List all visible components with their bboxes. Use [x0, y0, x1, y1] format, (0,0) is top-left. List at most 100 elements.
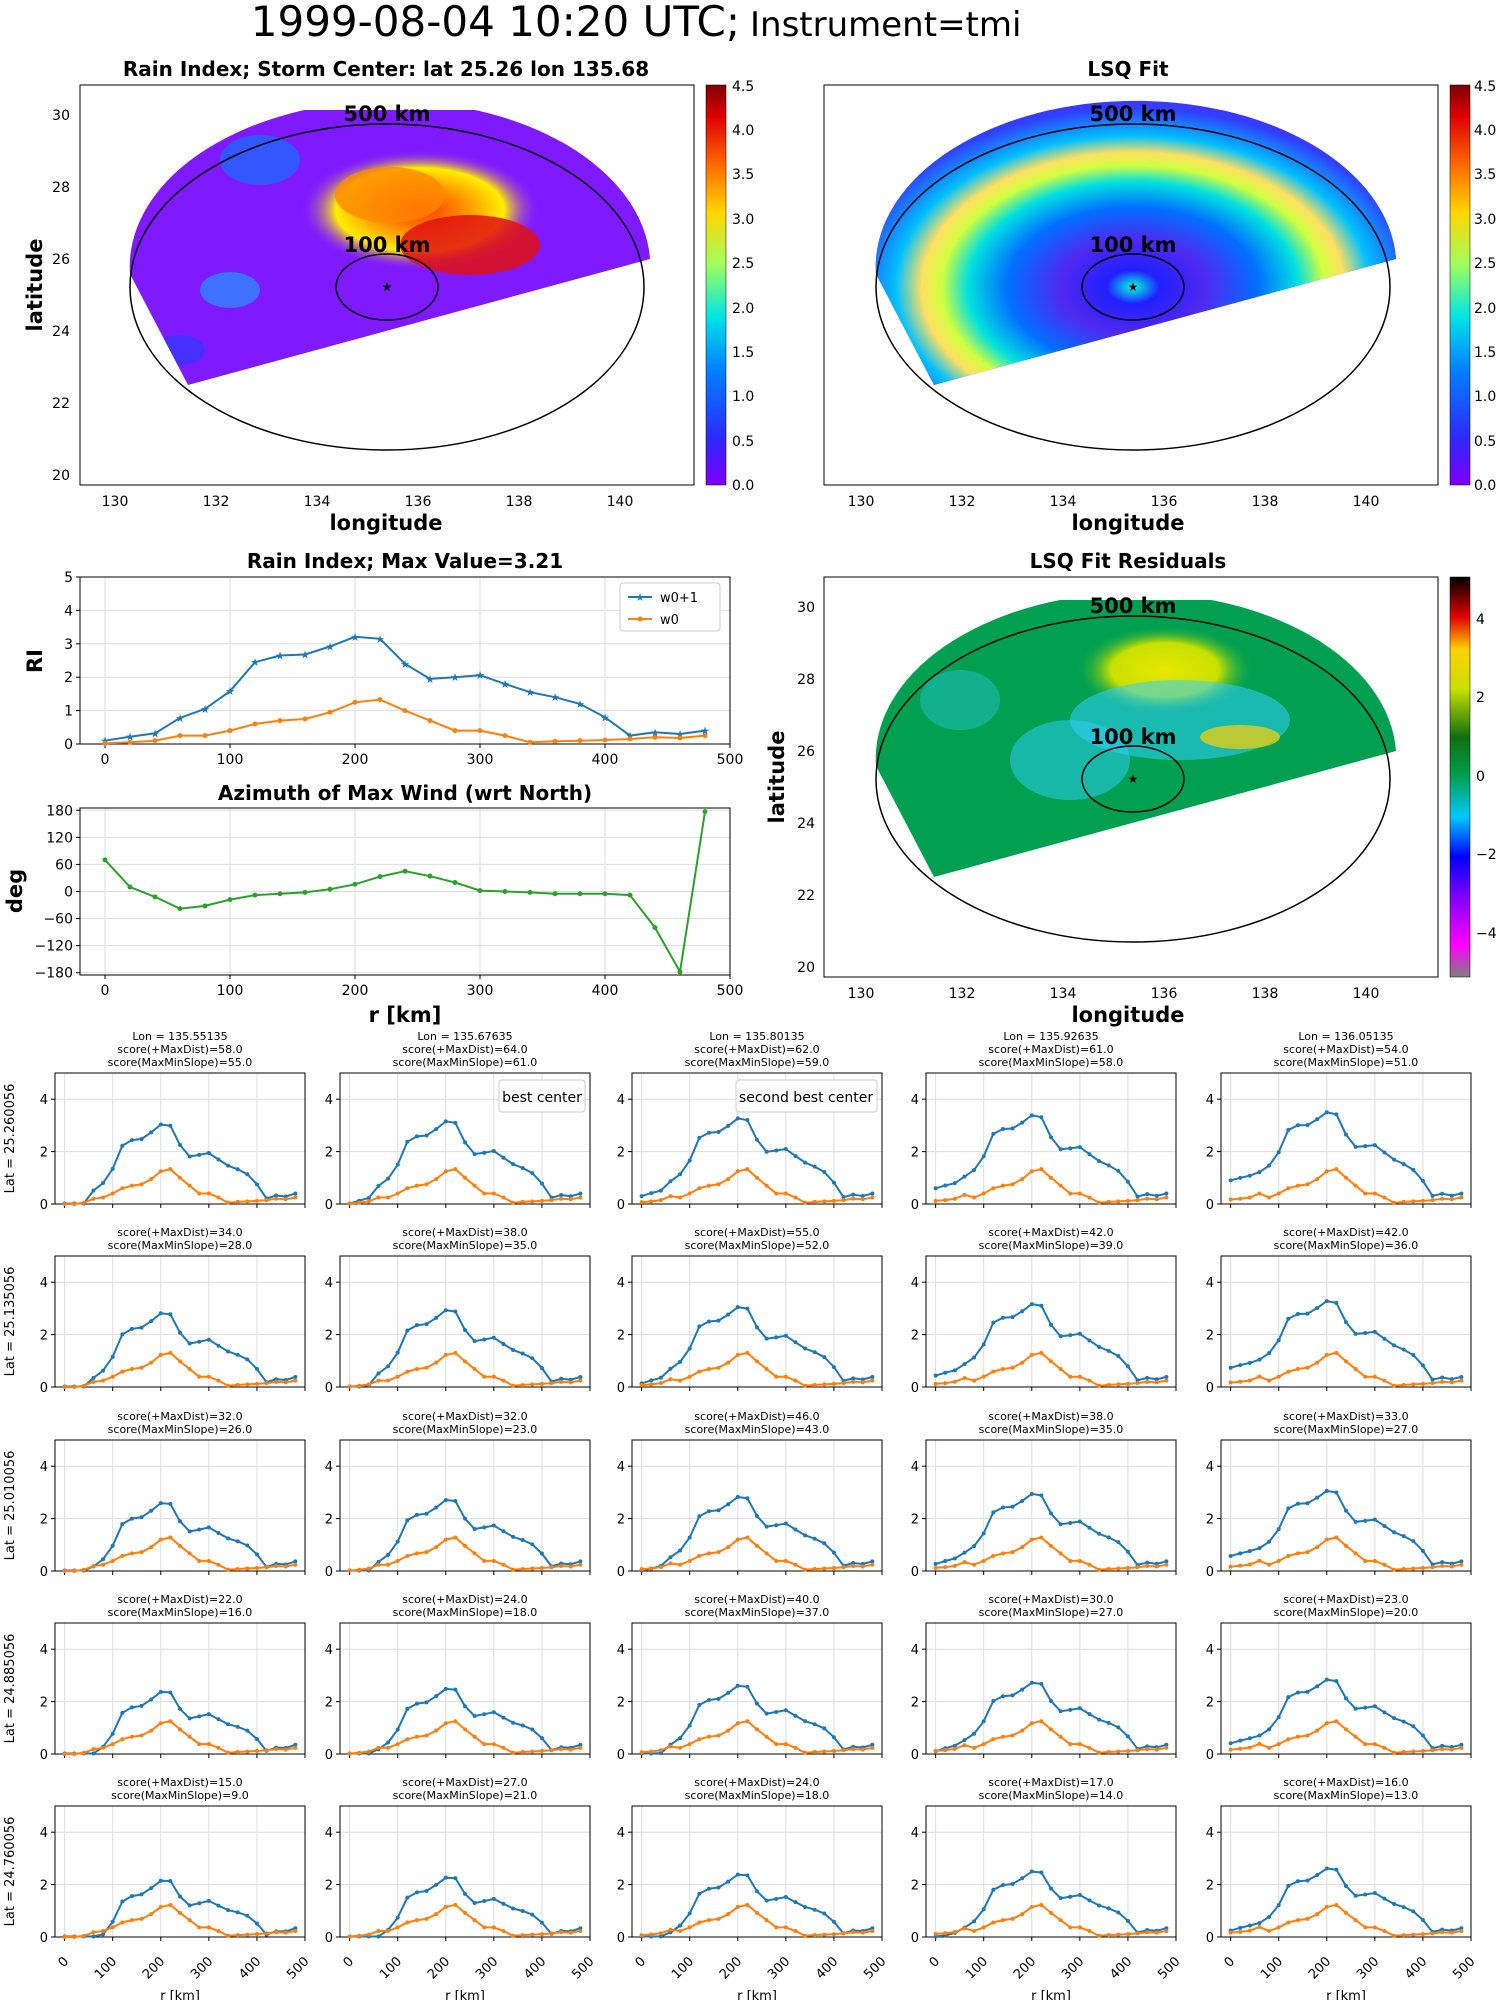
data-point: [549, 1198, 554, 1203]
data-point: [962, 1375, 967, 1380]
data-point: [1010, 1881, 1015, 1886]
data-point: [293, 1195, 298, 1200]
data-point: [482, 1337, 487, 1342]
data-point: [482, 1925, 487, 1930]
data-point: [783, 1191, 788, 1196]
data-point: [424, 1182, 429, 1187]
data-point: [139, 1137, 144, 1142]
data-point: [1145, 1192, 1150, 1197]
data-point: [1401, 1347, 1406, 1352]
series-line: [64, 1879, 296, 1938]
series-line: [1230, 1536, 1462, 1571]
line-plots: Rain Index; Max Value=3.210 100 200 300 400 5…: [3, 549, 1478, 2000]
ytick: 26: [52, 252, 70, 268]
axes-frame: [1220, 1439, 1472, 1572]
subplot-score-maxdist: score(+MaxDist)=64.0: [402, 1043, 527, 1056]
data-point: [1295, 1918, 1300, 1923]
data-point: [129, 1183, 134, 1188]
data-point: [668, 1744, 673, 1749]
data-point: [1363, 1374, 1368, 1379]
data-point: [559, 1379, 564, 1384]
x-tick-label: 200: [1011, 1954, 1039, 1982]
data-point: [870, 1195, 875, 1200]
data-point: ★: [675, 728, 685, 741]
data-point: [443, 1537, 448, 1542]
data-point: [981, 1342, 986, 1347]
data-point: [652, 925, 658, 931]
data-point: [1382, 1710, 1387, 1715]
y-tick-label: 4: [325, 1276, 333, 1291]
data-point: [687, 1723, 692, 1728]
data-point: [472, 1714, 477, 1719]
data-point: [178, 1894, 182, 1899]
subplot-xlabel: r [km]: [160, 1989, 200, 2000]
data-point: [327, 709, 333, 715]
data-point: [1029, 1904, 1034, 1909]
data-point: [774, 1335, 779, 1340]
data-point: [1106, 1348, 1111, 1353]
data-point: [386, 1176, 391, 1181]
data-point: [206, 1150, 211, 1155]
y-tick-label: 0: [40, 1748, 48, 1763]
data-point: [1039, 1115, 1044, 1120]
data-point: [1164, 1378, 1169, 1383]
data-point: [1392, 1567, 1397, 1572]
data-point: [1315, 1728, 1320, 1733]
y-tick-label: 2: [911, 1879, 919, 1894]
data-point: [101, 1181, 106, 1186]
data-point: [687, 1158, 692, 1163]
data-point: [774, 1710, 779, 1715]
data-point: [405, 1369, 410, 1374]
data-point: [1106, 1535, 1111, 1540]
data-point: [197, 1339, 202, 1344]
data-point: [168, 1167, 173, 1172]
data-point: [1077, 1925, 1082, 1930]
data-point: [424, 1133, 429, 1138]
data-point: [463, 1140, 467, 1145]
data-point: [530, 1542, 535, 1547]
series-line: [641, 1168, 873, 1204]
data-point: [1097, 1933, 1102, 1938]
data-point: [472, 1339, 477, 1344]
data-point: ★: [300, 648, 310, 661]
data-point: [1077, 1191, 1082, 1196]
data-point: [870, 1378, 875, 1383]
data-point: [1257, 1741, 1262, 1746]
data-point: [1420, 1733, 1425, 1738]
data-point: [783, 1333, 788, 1338]
data-point: [1106, 1906, 1111, 1911]
data-point: [216, 1562, 221, 1567]
data-point: [1267, 1745, 1272, 1750]
data-point: [1145, 1375, 1150, 1380]
subplot-score-maxminslope: score(MaxMinSlope)=18.0: [685, 1789, 830, 1802]
x-tick-label: 400: [1107, 1954, 1135, 1982]
data-point: [1315, 1684, 1320, 1689]
data-point: [1049, 1175, 1053, 1180]
data-point: [395, 1539, 400, 1544]
data-point: ★: [700, 725, 710, 738]
subplot-score-maxminslope: score(MaxMinSlope)=58.0: [979, 1056, 1124, 1069]
data-point: [783, 1558, 788, 1563]
data-point: [649, 1378, 654, 1383]
data-point: [402, 708, 408, 714]
data-point: [841, 1748, 846, 1753]
data-point: [1097, 1750, 1102, 1755]
data-point: [357, 1933, 362, 1938]
data-point: [129, 1705, 134, 1710]
data-point: [539, 1932, 544, 1937]
data-point: [1116, 1354, 1121, 1359]
series-line: [641, 1495, 873, 1572]
cbar-tick: 0: [1476, 769, 1485, 785]
data-point: [463, 1516, 467, 1521]
subplot-xlabel: r [km]: [1326, 1989, 1366, 2000]
data-point: [434, 1360, 439, 1365]
data-point: [1324, 1110, 1329, 1115]
series-line: [349, 1720, 581, 1755]
xtick: 132: [949, 494, 976, 510]
data-point: [453, 1719, 458, 1724]
data-point: [1058, 1918, 1063, 1923]
data-point: [1135, 1381, 1140, 1386]
data-point: [254, 1381, 259, 1386]
data-point: [501, 1901, 506, 1906]
data-point: [101, 1745, 106, 1750]
